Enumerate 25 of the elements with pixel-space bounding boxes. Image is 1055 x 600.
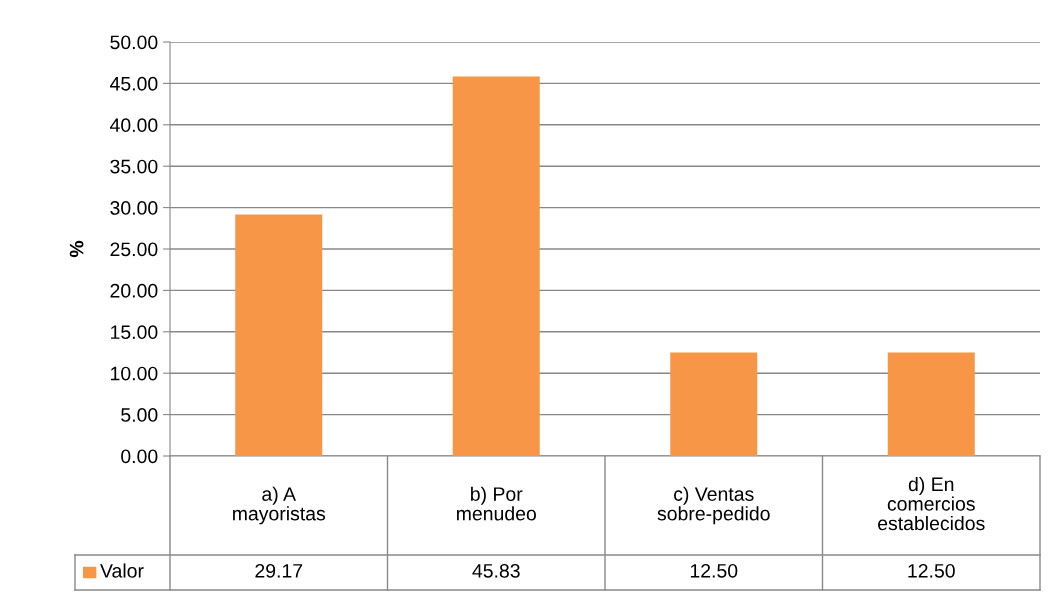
y-tick-label: 50.00 xyxy=(110,35,158,50)
legend-label: Valor xyxy=(100,563,144,578)
y-tick-label: 20.00 xyxy=(110,283,158,298)
bar xyxy=(452,76,540,456)
y-tick-label: 5.00 xyxy=(121,408,158,422)
data-label: 29.17 xyxy=(255,563,303,578)
y-tick-label: 10.00 xyxy=(111,366,158,381)
x-tick-label: c) Ventas sobre-pedido xyxy=(657,486,770,525)
data-label: 45.83 xyxy=(472,563,520,578)
data-label: 12.50 xyxy=(690,563,738,578)
y-tick-label: 30.00 xyxy=(110,201,158,215)
y-tick-label: 15.00 xyxy=(111,325,158,340)
y-tick-label: 0.00 xyxy=(121,449,158,464)
y-tick-label: 35.00 xyxy=(110,159,158,174)
y-tick-label: 40.00 xyxy=(109,118,158,133)
bar xyxy=(887,352,975,456)
x-tick-label: a) A mayoristas xyxy=(233,486,326,525)
x-tick-label: d) En comercios establecidos xyxy=(878,476,985,531)
y-tick-label: 25.00 xyxy=(110,242,158,257)
bar xyxy=(670,352,758,456)
y-axis-title: % xyxy=(69,240,84,258)
bar xyxy=(235,214,323,456)
data-label: 12.50 xyxy=(908,563,955,578)
x-tick-label: b) Por menudeo xyxy=(457,486,536,521)
y-tick-label: 45.00 xyxy=(109,76,158,91)
